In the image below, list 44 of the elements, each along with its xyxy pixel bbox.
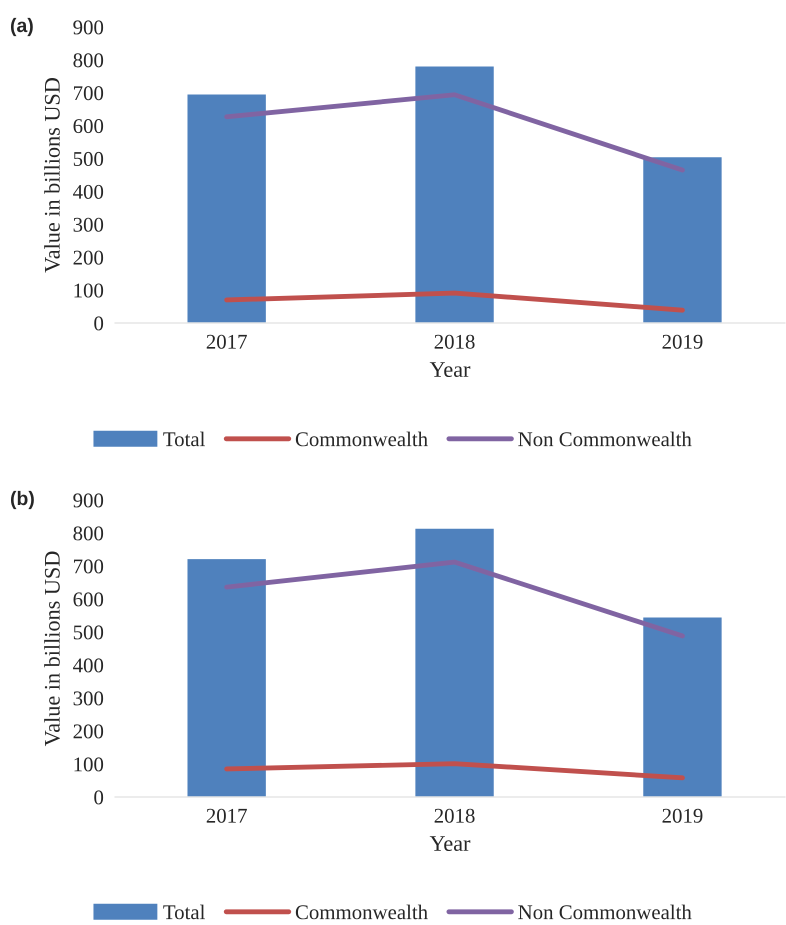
bar [186, 558, 268, 797]
x-tick-label: 2019 [662, 808, 702, 823]
legend-label: Commonwealth [296, 904, 428, 920]
y-tick-label: 100 [74, 757, 104, 772]
x-tick-label: 2017 [206, 334, 247, 349]
x-axis-title: Year [430, 836, 470, 851]
y-tick-label: 700 [74, 559, 104, 574]
chart-title: (a) [10, 18, 33, 36]
y-tick-label: 700 [74, 86, 104, 100]
y-tick-label: 500 [74, 625, 104, 640]
x-tick-label: 2018 [434, 808, 475, 823]
y-tick-label: 300 [74, 691, 104, 706]
y-tick-label: 200 [74, 724, 104, 738]
legend-label: Commonwealth [296, 432, 428, 446]
x-tick-label: 2019 [662, 334, 702, 349]
bar [642, 156, 724, 323]
y-tick-label: 400 [73, 658, 104, 672]
chart-title: (b) [10, 490, 34, 510]
y-tick-label: 800 [73, 526, 104, 540]
x-axis-title: Year [430, 362, 470, 377]
y-tick-label: 600 [74, 592, 104, 606]
legend-label: Non Commonwealth [518, 904, 692, 920]
legend-label: Total [163, 904, 205, 920]
y-tick-label: 400 [73, 184, 104, 199]
bar [642, 616, 724, 797]
y-tick-label: 200 [74, 250, 104, 265]
legend-label: Non Commonwealth [518, 432, 692, 446]
x-tick-label: 2017 [206, 808, 247, 823]
y-axis-title: Value in billions USD [44, 552, 60, 746]
y-axis-title: Value in billions USD [44, 78, 60, 273]
y-tick-label: 0 [94, 790, 104, 804]
legend-label: Total [163, 432, 205, 446]
y-tick-label: 100 [74, 283, 104, 298]
y-tick-label: 900 [73, 493, 104, 508]
bar [186, 93, 268, 323]
bar [414, 527, 496, 797]
y-tick-label: 500 [74, 152, 104, 166]
bar [414, 65, 496, 323]
y-tick-label: 0 [94, 316, 104, 330]
y-tick-label: 900 [73, 20, 104, 34]
y-tick-label: 300 [74, 218, 104, 232]
y-tick-label: 600 [74, 119, 104, 134]
y-tick-label: 800 [73, 53, 104, 68]
x-tick-label: 2018 [434, 334, 475, 349]
